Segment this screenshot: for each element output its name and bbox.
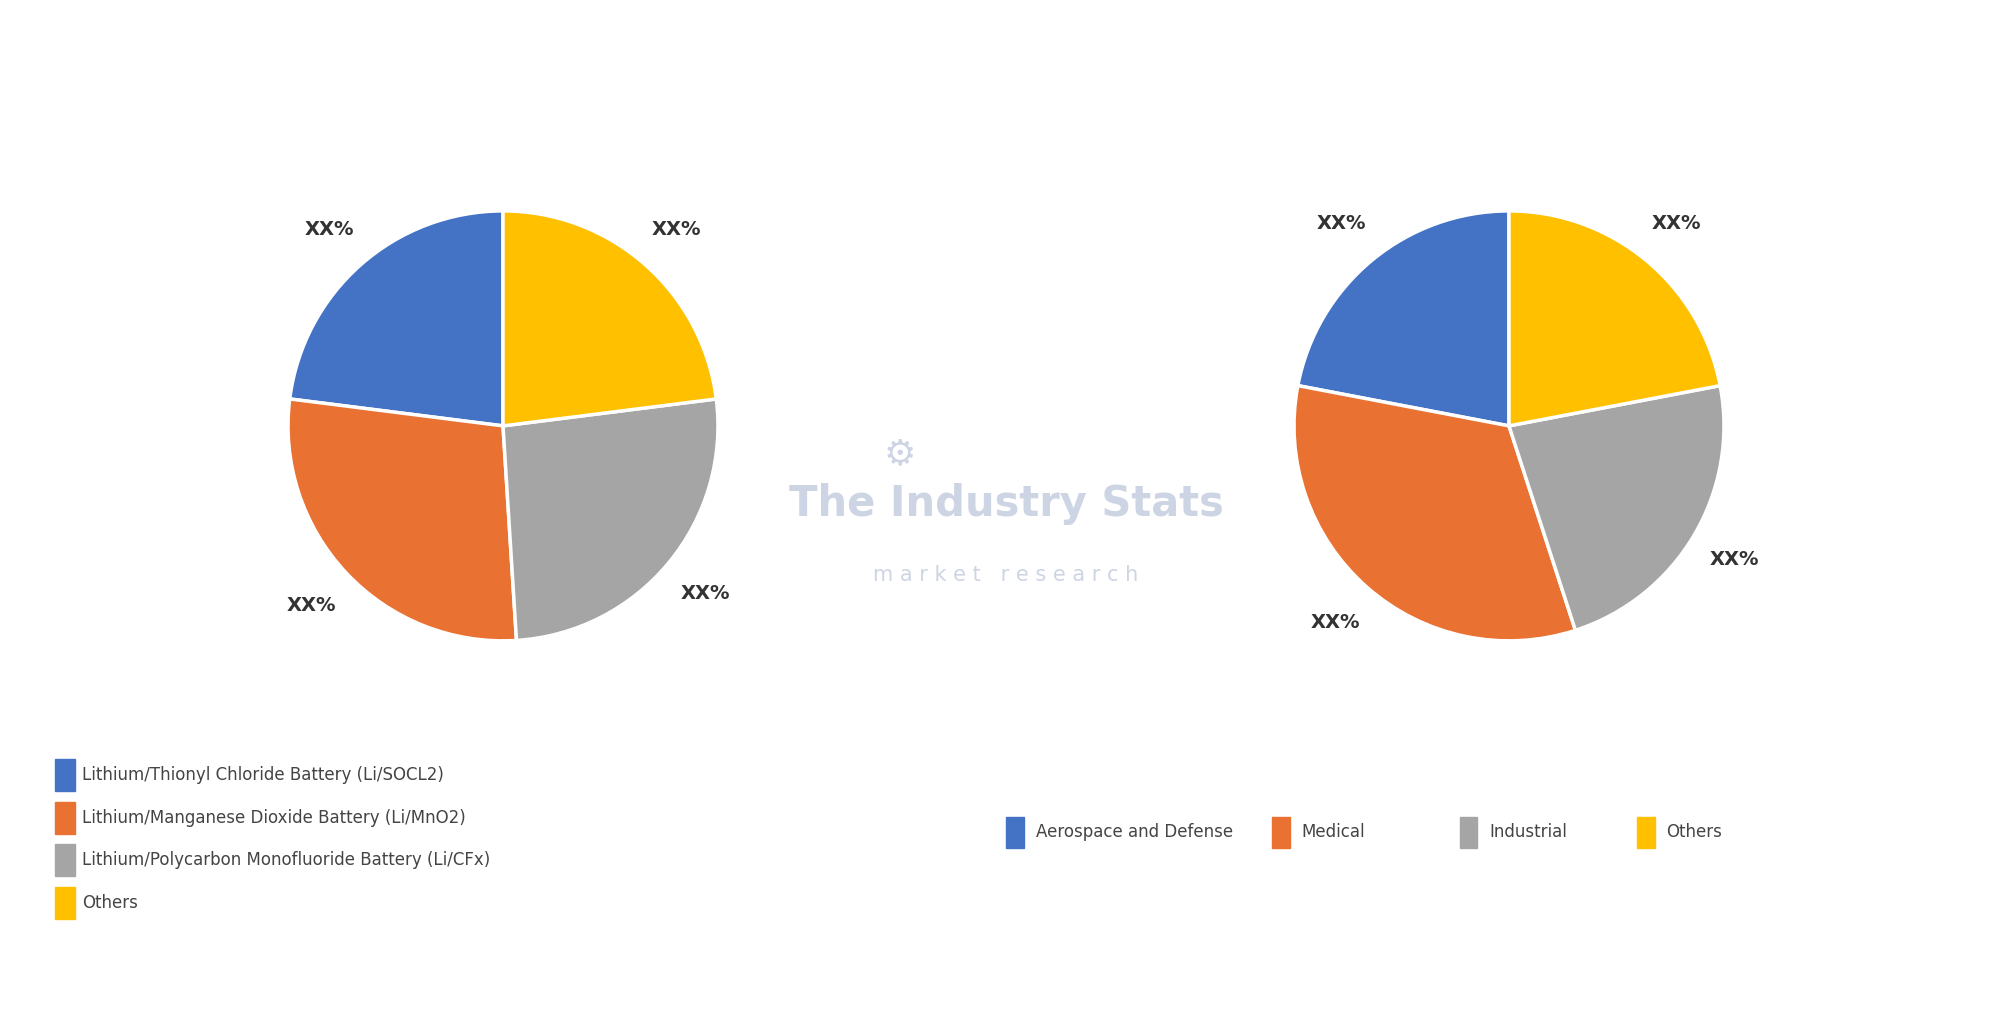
Text: XX%: XX% xyxy=(1310,613,1360,632)
Wedge shape xyxy=(1298,211,1509,426)
Text: XX%: XX% xyxy=(304,220,354,238)
Wedge shape xyxy=(1509,385,1724,631)
Text: Website: www.theindustrystats.com: Website: www.theindustrystats.com xyxy=(1642,967,1982,986)
Bar xyxy=(1459,817,1477,848)
Text: XX%: XX% xyxy=(680,583,730,602)
Text: XX%: XX% xyxy=(1710,550,1758,569)
Text: Others: Others xyxy=(82,893,139,912)
Wedge shape xyxy=(503,399,718,641)
Bar xyxy=(1638,817,1654,848)
Text: Others: Others xyxy=(1666,823,1722,842)
Wedge shape xyxy=(1509,211,1720,426)
Text: ⚙: ⚙ xyxy=(883,437,915,472)
Text: XX%: XX% xyxy=(1652,214,1700,233)
Text: Fig. Global Primary Lithium Batteries Market Share by Product Types & Applicatio: Fig. Global Primary Lithium Batteries Ma… xyxy=(30,40,1205,63)
Text: The Industry Stats: The Industry Stats xyxy=(789,483,1223,525)
Text: XX%: XX% xyxy=(1318,214,1366,233)
Text: Aerospace and Defense: Aerospace and Defense xyxy=(1036,823,1233,842)
Wedge shape xyxy=(288,399,517,641)
Wedge shape xyxy=(503,211,716,426)
Bar xyxy=(1006,817,1024,848)
Text: Lithium/Thionyl Chloride Battery (Li/SOCL2): Lithium/Thionyl Chloride Battery (Li/SOC… xyxy=(82,766,445,784)
Text: Medical: Medical xyxy=(1302,823,1366,842)
Text: Lithium/Manganese Dioxide Battery (Li/MnO2): Lithium/Manganese Dioxide Battery (Li/Mn… xyxy=(82,808,465,826)
Bar xyxy=(54,758,74,791)
Bar xyxy=(54,801,74,834)
Text: XX%: XX% xyxy=(288,596,336,614)
Text: Industrial: Industrial xyxy=(1489,823,1567,842)
Wedge shape xyxy=(290,211,503,426)
Text: XX%: XX% xyxy=(652,220,702,238)
Bar xyxy=(54,886,74,919)
Bar xyxy=(54,844,74,876)
Text: Lithium/Polycarbon Monofluoride Battery (Li/CFx): Lithium/Polycarbon Monofluoride Battery … xyxy=(82,851,491,869)
Text: Email: sales@theindustrystats.com: Email: sales@theindustrystats.com xyxy=(841,967,1171,986)
Wedge shape xyxy=(1294,385,1575,641)
Bar xyxy=(1272,817,1290,848)
Text: m a r k e t   r e s e a r c h: m a r k e t r e s e a r c h xyxy=(873,565,1139,585)
Text: Source: Theindustrystats Analysis: Source: Theindustrystats Analysis xyxy=(30,967,350,986)
